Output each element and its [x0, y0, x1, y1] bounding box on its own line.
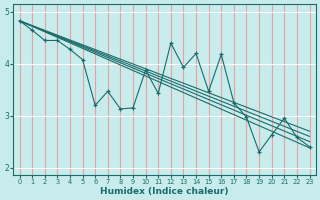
- X-axis label: Humidex (Indice chaleur): Humidex (Indice chaleur): [100, 187, 229, 196]
